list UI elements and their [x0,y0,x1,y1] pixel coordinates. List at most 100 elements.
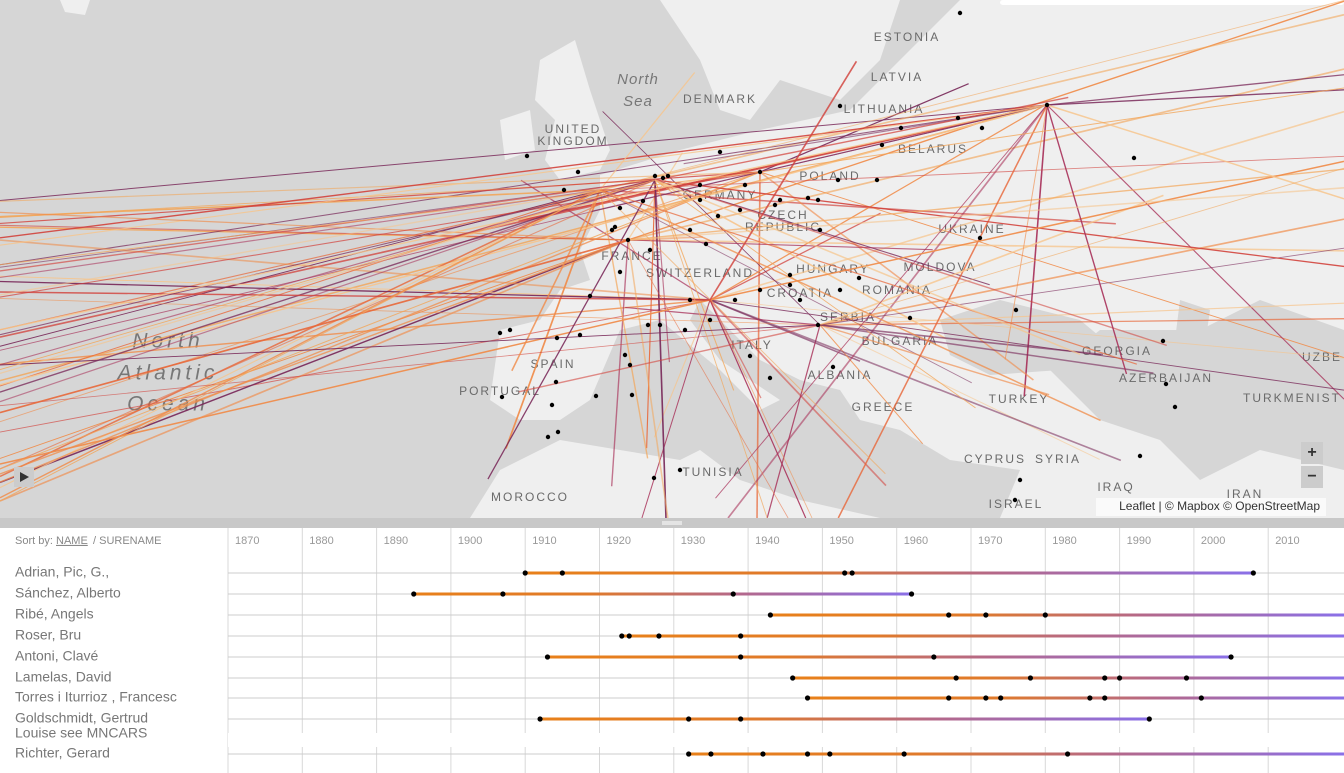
country-label: PORTUGAL [459,384,541,398]
route [654,179,768,519]
country-label: TUNISIA [682,465,743,479]
sort-label: Sort by: [15,535,53,547]
route [0,171,761,298]
route [0,189,601,296]
place [815,322,821,328]
route [625,306,821,326]
attribution[interactable]: Leaflet | © Mapbox © OpenStreetMap [1119,499,1320,513]
route [759,171,1034,381]
zoom-in[interactable]: + [1307,444,1316,461]
attribution-bg [1096,498,1326,516]
route [819,324,1104,356]
country-label: SYRIA [1035,452,1081,466]
place [717,149,723,155]
route [819,302,1344,326]
row-name: Ribé, Angels [15,606,94,622]
year-label: 2000 [1201,535,1225,547]
play-icon [20,472,29,482]
route [627,239,789,519]
country-label: POLAND [799,169,860,183]
zoom-in-button[interactable] [1301,442,1323,464]
route [709,299,813,519]
event [908,591,915,597]
route [627,239,669,519]
country-label: IRAQ [1097,480,1134,494]
year-label: 1930 [681,535,705,547]
event [790,675,796,681]
route [653,299,711,438]
event [946,612,952,618]
water-label: Atlantic [116,362,219,385]
place [652,173,658,179]
land [535,40,610,180]
place [697,182,703,188]
event [804,695,811,701]
year-label: 1920 [607,535,631,547]
zoom-out-button[interactable] [1301,466,1323,488]
place [837,287,843,293]
route [0,171,761,225]
place [907,315,913,321]
place [554,335,560,341]
sort-name[interactable]: NAME [56,535,88,547]
row-name[interactable]: Goldschmidt, Gertrud [15,710,148,726]
route [602,111,821,326]
event [901,751,907,757]
country-label: MOROCCO [491,490,569,504]
year-label: 1870 [235,535,259,547]
place [830,364,836,370]
route [1046,89,1344,106]
place [561,187,567,193]
route [627,239,933,251]
route [627,168,1344,241]
route [0,299,711,433]
route [759,87,1344,173]
event [1198,695,1204,701]
route [819,324,1154,374]
place [507,327,513,333]
event [1250,570,1256,576]
route [599,189,1116,225]
place [835,177,841,183]
year-label: 1950 [829,535,853,547]
route [0,171,761,266]
route [511,189,601,372]
route [599,72,696,191]
routes [0,0,1344,519]
route [518,324,821,393]
event [953,675,959,681]
place [777,197,783,203]
place [657,322,663,328]
route [654,179,1344,268]
place [549,402,555,408]
place [772,202,778,208]
place [660,175,666,181]
water-label: North [617,71,659,88]
place [1160,338,1166,344]
place [687,297,693,303]
route [599,189,1137,365]
route [819,324,924,445]
event [738,654,744,660]
place [805,195,811,201]
event [559,570,565,576]
place [612,224,618,230]
divider[interactable] [0,518,1344,528]
land [60,0,90,15]
sort-surname[interactable]: / SURENAME [93,535,161,547]
event [1102,695,1108,701]
place [747,353,753,359]
route [819,324,1050,396]
place [609,227,615,233]
route [0,239,629,459]
route [837,104,1048,519]
row-name[interactable]: Louise see MNCARS [15,725,147,741]
place [767,375,773,381]
country-label: IRAN [1227,487,1264,501]
route [610,239,629,487]
route [599,189,886,475]
event [849,570,855,576]
zoom-out[interactable]: − [1307,468,1316,485]
row-name: Torres i Iturrioz , Francesc [15,689,177,705]
